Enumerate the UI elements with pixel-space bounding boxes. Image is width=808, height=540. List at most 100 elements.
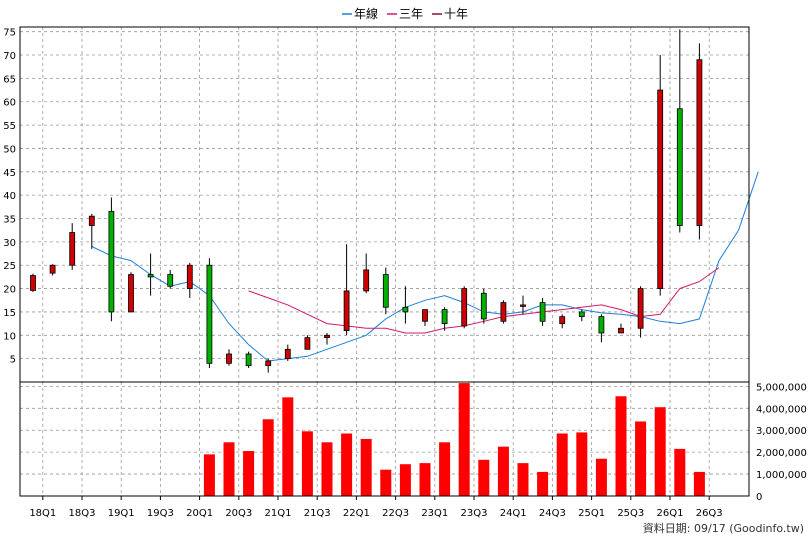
volume-bar xyxy=(301,431,313,496)
volume-bar xyxy=(654,407,666,496)
volume-bar xyxy=(223,442,235,496)
x-tick-label: 18Q1 xyxy=(29,508,56,519)
candle-up xyxy=(49,264,56,274)
volume-bar xyxy=(478,459,490,496)
x-tick-label: 26Q1 xyxy=(657,508,684,519)
candle-down xyxy=(676,108,683,226)
price-tick-label: 25 xyxy=(3,261,16,272)
candle-down xyxy=(245,353,252,367)
candle-up xyxy=(618,327,624,334)
volume-bar xyxy=(693,471,705,496)
chart-legend: 年線 三年 十年 xyxy=(342,6,468,21)
volume-tick-label: 2,000,000 xyxy=(756,448,807,459)
candle-up xyxy=(69,232,76,266)
volume-tick-label: 4,000,000 xyxy=(756,404,807,415)
price-tick-label: 70 xyxy=(3,51,16,62)
candle-up xyxy=(422,309,428,322)
price-tick-label: 10 xyxy=(3,331,16,342)
candle-down xyxy=(578,311,585,318)
volume-bar xyxy=(399,464,411,496)
price-tick-label: 30 xyxy=(3,238,16,249)
volume-bar xyxy=(439,442,451,496)
volume-bar xyxy=(282,397,294,496)
candle-up xyxy=(88,215,95,226)
volume-grid xyxy=(20,382,749,496)
candle-down xyxy=(147,274,154,278)
volume-bar xyxy=(595,458,607,496)
price-tick-label: 5 xyxy=(10,355,16,366)
candle-up xyxy=(343,290,350,332)
price-tick-label: 65 xyxy=(3,74,16,85)
candle-down xyxy=(598,316,605,334)
candle-up xyxy=(304,337,311,350)
price-tick-label: 55 xyxy=(3,121,16,132)
volume-bar xyxy=(203,454,215,496)
price-tick-label: 35 xyxy=(3,215,16,226)
volume-bar xyxy=(458,383,470,496)
candle-up xyxy=(324,334,330,339)
x-tick-label: 21Q3 xyxy=(304,508,331,519)
price-tick-label: 75 xyxy=(3,28,16,39)
volume-tick-label: 1,000,000 xyxy=(756,470,807,481)
volume-bar xyxy=(360,439,372,496)
volume-bar xyxy=(576,432,588,496)
legend-label: 年線 xyxy=(354,6,378,21)
legend-label: 三年 xyxy=(399,7,423,21)
candle-down xyxy=(402,306,409,313)
candle-up xyxy=(696,59,703,226)
volume-bar xyxy=(419,463,431,496)
x-tick-label: 25Q1 xyxy=(578,508,605,519)
candle-up xyxy=(461,288,468,327)
price-y-axis: 5 10 15 20 25 30 35 40 45 50 55 60 65 70 75 xyxy=(3,28,16,366)
candle-up xyxy=(186,264,193,289)
volume-bar xyxy=(635,421,647,496)
volume-bar xyxy=(497,446,509,496)
volume-bar xyxy=(321,442,333,496)
candle-up xyxy=(500,302,507,322)
price-tick-label: 15 xyxy=(3,308,16,319)
candlestick-series xyxy=(30,29,703,373)
candle-down xyxy=(167,274,174,287)
candle-up xyxy=(363,269,370,292)
price-tick-label: 20 xyxy=(3,285,16,296)
price-grid xyxy=(20,27,749,382)
candle-up xyxy=(637,288,644,329)
price-tick-label: 45 xyxy=(3,168,16,179)
x-tick-label: 22Q1 xyxy=(343,508,370,519)
x-tick-label: 21Q1 xyxy=(265,508,292,519)
x-tick-label: 22Q3 xyxy=(382,508,409,519)
price-tick-label: 60 xyxy=(3,98,16,109)
legend-label: 十年 xyxy=(444,7,468,21)
candle-up xyxy=(30,275,36,291)
ma-line-annual xyxy=(91,171,759,362)
candle-down xyxy=(206,264,213,364)
candle-up xyxy=(657,89,664,289)
candle-up xyxy=(128,274,134,313)
x-tick-label: 25Q3 xyxy=(617,508,644,519)
x-tick-label: 24Q3 xyxy=(539,508,566,519)
candle-up xyxy=(559,316,566,325)
price-tick-label: 50 xyxy=(3,144,16,155)
candle-down xyxy=(441,309,448,325)
x-tick-label: 23Q1 xyxy=(421,508,448,519)
volume-bar xyxy=(517,463,529,496)
candle-up xyxy=(265,360,272,367)
x-axis: 18Q1 18Q3 19Q1 19Q3 20Q1 20Q3 21Q1 21Q3 22Q1 22Q3… xyxy=(29,496,723,519)
x-tick-label: 23Q3 xyxy=(461,508,488,519)
price-tick-label: 40 xyxy=(3,191,16,202)
x-tick-label: 26Q3 xyxy=(696,508,723,519)
volume-bar xyxy=(262,419,274,496)
x-tick-label: 24Q1 xyxy=(500,508,527,519)
x-tick-label: 19Q3 xyxy=(147,508,174,519)
volume-bar xyxy=(615,396,627,496)
candle-up xyxy=(284,348,291,360)
volume-bar xyxy=(556,433,568,496)
candle-up xyxy=(226,353,232,364)
volume-bar xyxy=(537,471,549,496)
volume-bar-series xyxy=(203,383,705,496)
volume-y-axis: 0 1,000,000 2,000,000 3,000,000 4,000,000 5,0… xyxy=(756,382,807,503)
candle-down xyxy=(382,274,389,308)
volume-tick-label: 5,000,000 xyxy=(756,382,807,393)
